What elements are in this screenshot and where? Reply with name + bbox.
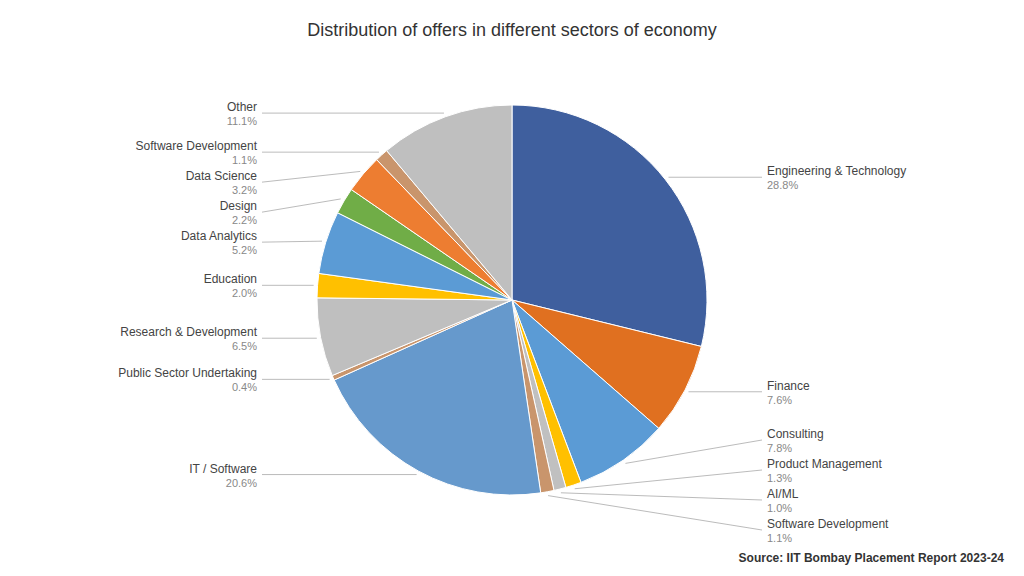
data-label: 3.2% bbox=[232, 184, 257, 196]
data-label: 6.5% bbox=[232, 340, 257, 352]
data-label: 11.1% bbox=[227, 115, 258, 127]
category-label: Product Management bbox=[767, 457, 882, 471]
data-label: 1.1% bbox=[767, 532, 792, 544]
category-label: Software Development bbox=[767, 517, 889, 531]
leader-line bbox=[262, 379, 330, 380]
leader-line bbox=[575, 470, 762, 489]
data-label: 7.8% bbox=[767, 442, 792, 454]
category-label: Public Sector Undertaking bbox=[118, 366, 257, 380]
data-label: 0.4% bbox=[232, 381, 257, 393]
category-label: Data Analytics bbox=[181, 229, 257, 243]
category-label: Data Science bbox=[186, 169, 258, 183]
data-label: 20.6% bbox=[226, 477, 257, 489]
category-label: Research & Development bbox=[120, 325, 257, 339]
leader-line bbox=[262, 285, 314, 286]
category-label: Consulting bbox=[767, 427, 824, 441]
category-label: Finance bbox=[767, 379, 810, 393]
category-label: Engineering & Technology bbox=[767, 164, 906, 178]
leader-line bbox=[548, 496, 762, 530]
data-label: 1.1% bbox=[232, 154, 257, 166]
leader-line bbox=[262, 152, 379, 153]
leader-line bbox=[262, 338, 317, 339]
category-label: AI/ML bbox=[767, 487, 799, 501]
category-label: Other bbox=[227, 100, 257, 114]
leader-line bbox=[262, 241, 322, 243]
leader-line bbox=[262, 199, 341, 212]
data-label: 2.0% bbox=[232, 287, 257, 299]
data-label: 1.0% bbox=[767, 502, 792, 514]
chart: Distribution of offers in different sect… bbox=[0, 0, 1024, 576]
data-label: 7.6% bbox=[767, 394, 792, 406]
leader-line bbox=[669, 177, 762, 178]
labels: Engineering & Technology28.8% Finance7.6%… bbox=[118, 100, 906, 544]
category-label: Software Development bbox=[136, 139, 258, 153]
leader-line bbox=[625, 440, 762, 463]
title: Distribution of offers in different sect… bbox=[307, 20, 717, 40]
data-label: 1.3% bbox=[767, 472, 792, 484]
category-label: Education bbox=[204, 272, 257, 286]
slice bbox=[317, 298, 512, 376]
leader-line bbox=[262, 474, 417, 475]
leader-line bbox=[561, 493, 762, 500]
data-label: 2.2% bbox=[232, 214, 257, 226]
leader-line bbox=[262, 113, 444, 114]
leader-line bbox=[688, 391, 762, 392]
pie bbox=[317, 105, 707, 495]
category-label: IT / Software bbox=[189, 462, 257, 476]
slice bbox=[387, 105, 512, 300]
data-label: 28.8% bbox=[767, 179, 798, 191]
leader-line bbox=[262, 171, 360, 182]
category-label: Design bbox=[220, 199, 257, 213]
annotation: Source: IIT Bombay Placement Report 2023… bbox=[739, 551, 1005, 565]
data-label: 5.2% bbox=[232, 244, 257, 256]
